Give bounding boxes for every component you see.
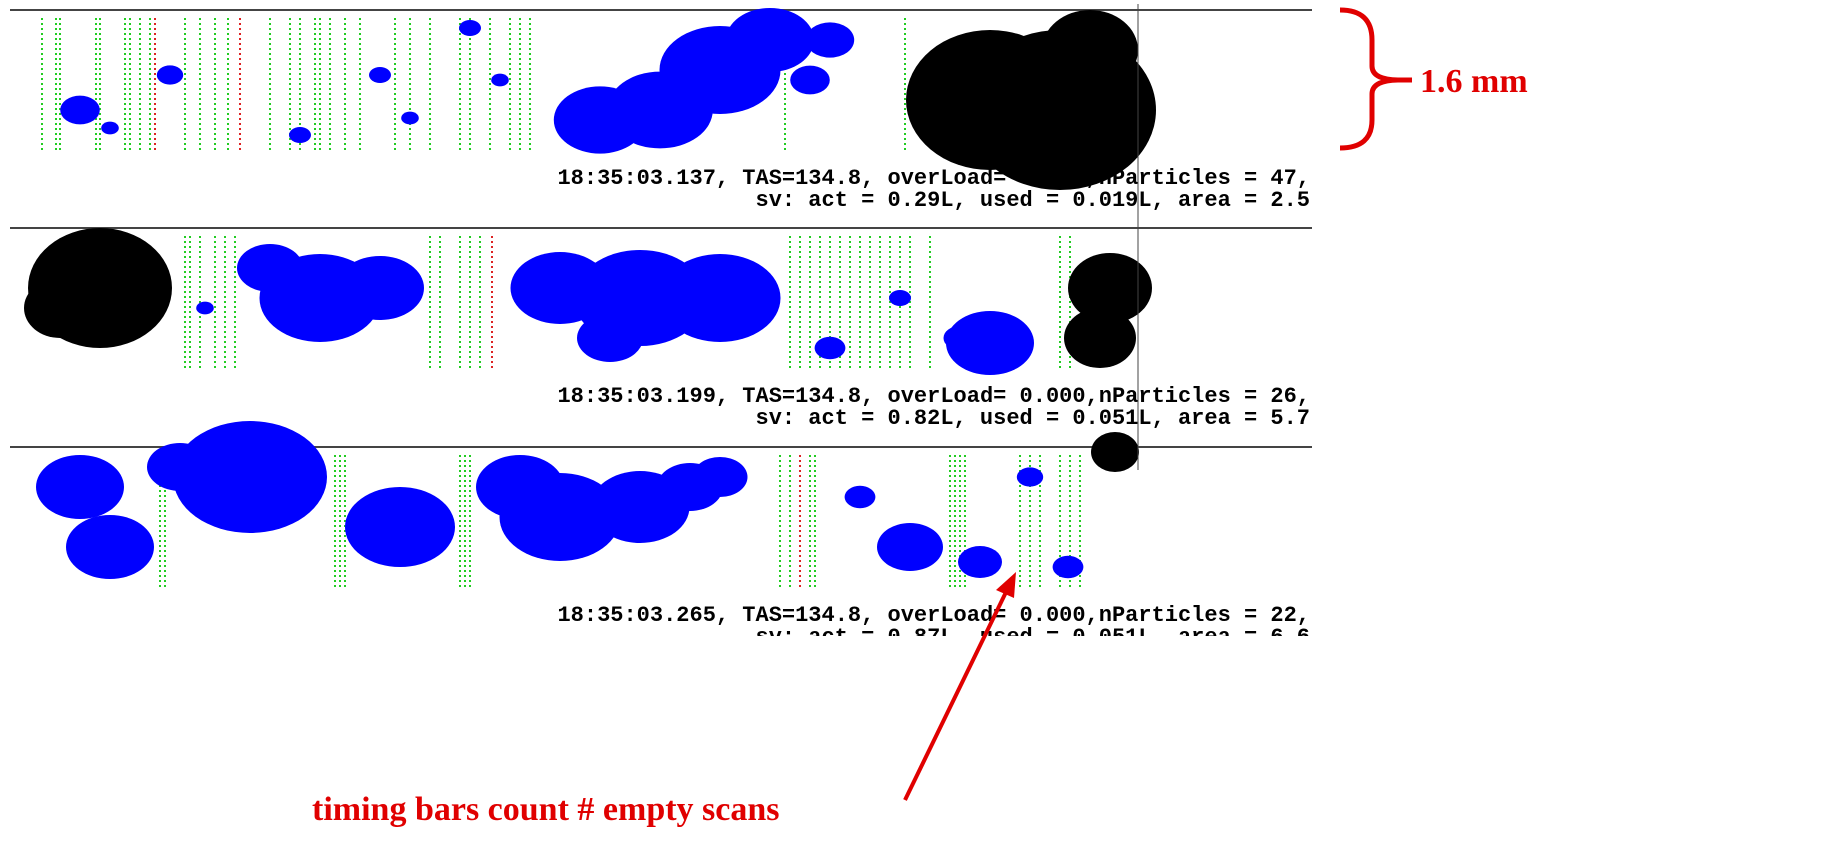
particle xyxy=(173,421,327,533)
strip-info: 18:35:03.265, TAS=134.8, overLoad= 0.000… xyxy=(557,603,1310,628)
particle xyxy=(814,336,846,360)
particle xyxy=(476,455,564,519)
particle xyxy=(943,326,977,350)
black-particle xyxy=(1064,308,1136,368)
particle xyxy=(805,22,855,58)
black-particle xyxy=(1091,432,1139,472)
strip-sample-volume: sv: act = 0.29L, used = 0.019L, area = 2… xyxy=(756,188,1311,213)
particle xyxy=(889,290,911,306)
particle xyxy=(147,443,213,491)
particle xyxy=(459,20,481,36)
particle xyxy=(289,127,311,143)
timing-label: timing bars count # empty scans xyxy=(312,791,780,828)
image-strips: 18:35:03.137, TAS=134.8, overLoad= 0.000… xyxy=(10,4,1312,650)
particle xyxy=(491,73,509,87)
particle xyxy=(726,8,814,72)
particle xyxy=(336,256,424,320)
particle xyxy=(958,546,1002,578)
scale-brace xyxy=(1339,7,1401,151)
scale-label: 1.6 mm xyxy=(1420,63,1528,100)
strip-info: 18:35:03.199, TAS=134.8, overLoad= 0.000… xyxy=(557,384,1310,409)
particle xyxy=(101,121,119,135)
particle xyxy=(36,455,124,519)
particle xyxy=(1016,467,1044,487)
black-particle xyxy=(24,278,96,338)
arrow-head xyxy=(996,572,1016,598)
particle xyxy=(1052,555,1084,579)
particle xyxy=(369,67,391,83)
black-particle xyxy=(1042,10,1138,90)
particle xyxy=(659,254,781,342)
particle xyxy=(156,65,184,85)
particle xyxy=(877,523,943,571)
particle xyxy=(401,111,419,125)
particle xyxy=(577,314,643,362)
strip-sample-volume: sv: act = 0.82L, used = 0.051L, area = 5… xyxy=(756,406,1311,431)
particle xyxy=(237,244,303,292)
strip-info: 18:35:03.137, TAS=134.8, overLoad= 0.000… xyxy=(557,166,1310,191)
annotation-arrow xyxy=(903,587,1010,801)
particle xyxy=(196,301,214,315)
particle xyxy=(844,485,876,509)
black-particle xyxy=(1068,253,1152,323)
particle xyxy=(345,487,455,567)
particle xyxy=(60,95,100,125)
particle xyxy=(790,65,830,95)
particle xyxy=(692,457,748,497)
strip-sample-volume: sv: act = 0.87L, used = 0.051L, area = 6… xyxy=(756,625,1311,650)
particle xyxy=(946,311,1034,375)
particle xyxy=(66,515,154,579)
